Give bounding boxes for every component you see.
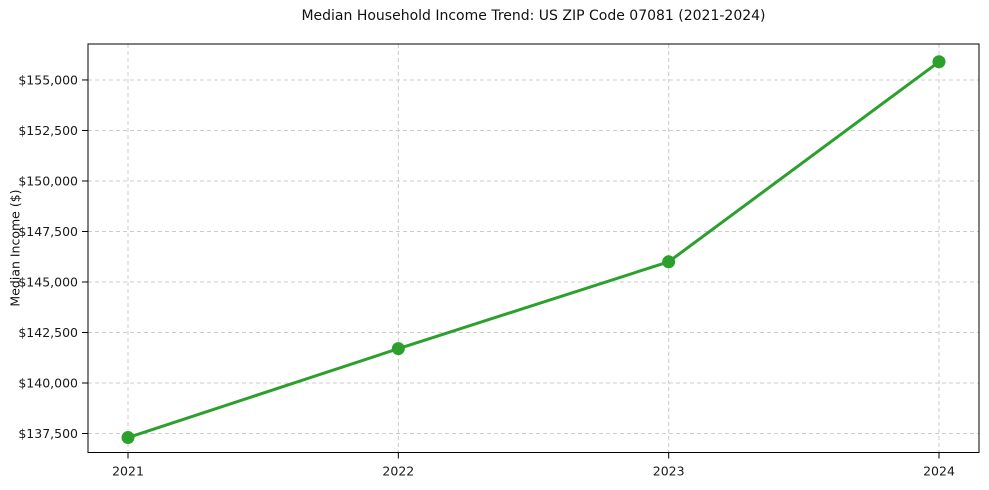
y-tick-label: $152,500: [18, 123, 78, 138]
y-tick-label: $137,500: [18, 426, 78, 441]
y-tick-label: $155,000: [18, 72, 78, 87]
data-point-2021: [121, 431, 135, 445]
x-tick-label: 2021: [112, 464, 144, 479]
y-tick-label: $150,000: [18, 173, 78, 188]
data-point-2022: [391, 342, 405, 356]
y-tick-label: $140,000: [18, 375, 78, 390]
x-tick-label: 2024: [923, 464, 955, 479]
chart-title: Median Household Income Trend: US ZIP Co…: [301, 8, 766, 24]
y-tick-label: $145,000: [18, 274, 78, 289]
data-point-2024: [932, 55, 946, 69]
y-tick-label: $142,500: [18, 325, 78, 340]
x-tick-label: 2023: [653, 464, 685, 479]
x-tick-label: 2022: [382, 464, 414, 479]
y-tick-label: $147,500: [18, 224, 78, 239]
data-point-2023: [662, 255, 676, 269]
y-axis-label: Median Income ($): [7, 189, 23, 307]
plot-border: [87, 43, 980, 453]
plot-area: [88, 44, 979, 453]
trend-line: [127, 60, 940, 439]
